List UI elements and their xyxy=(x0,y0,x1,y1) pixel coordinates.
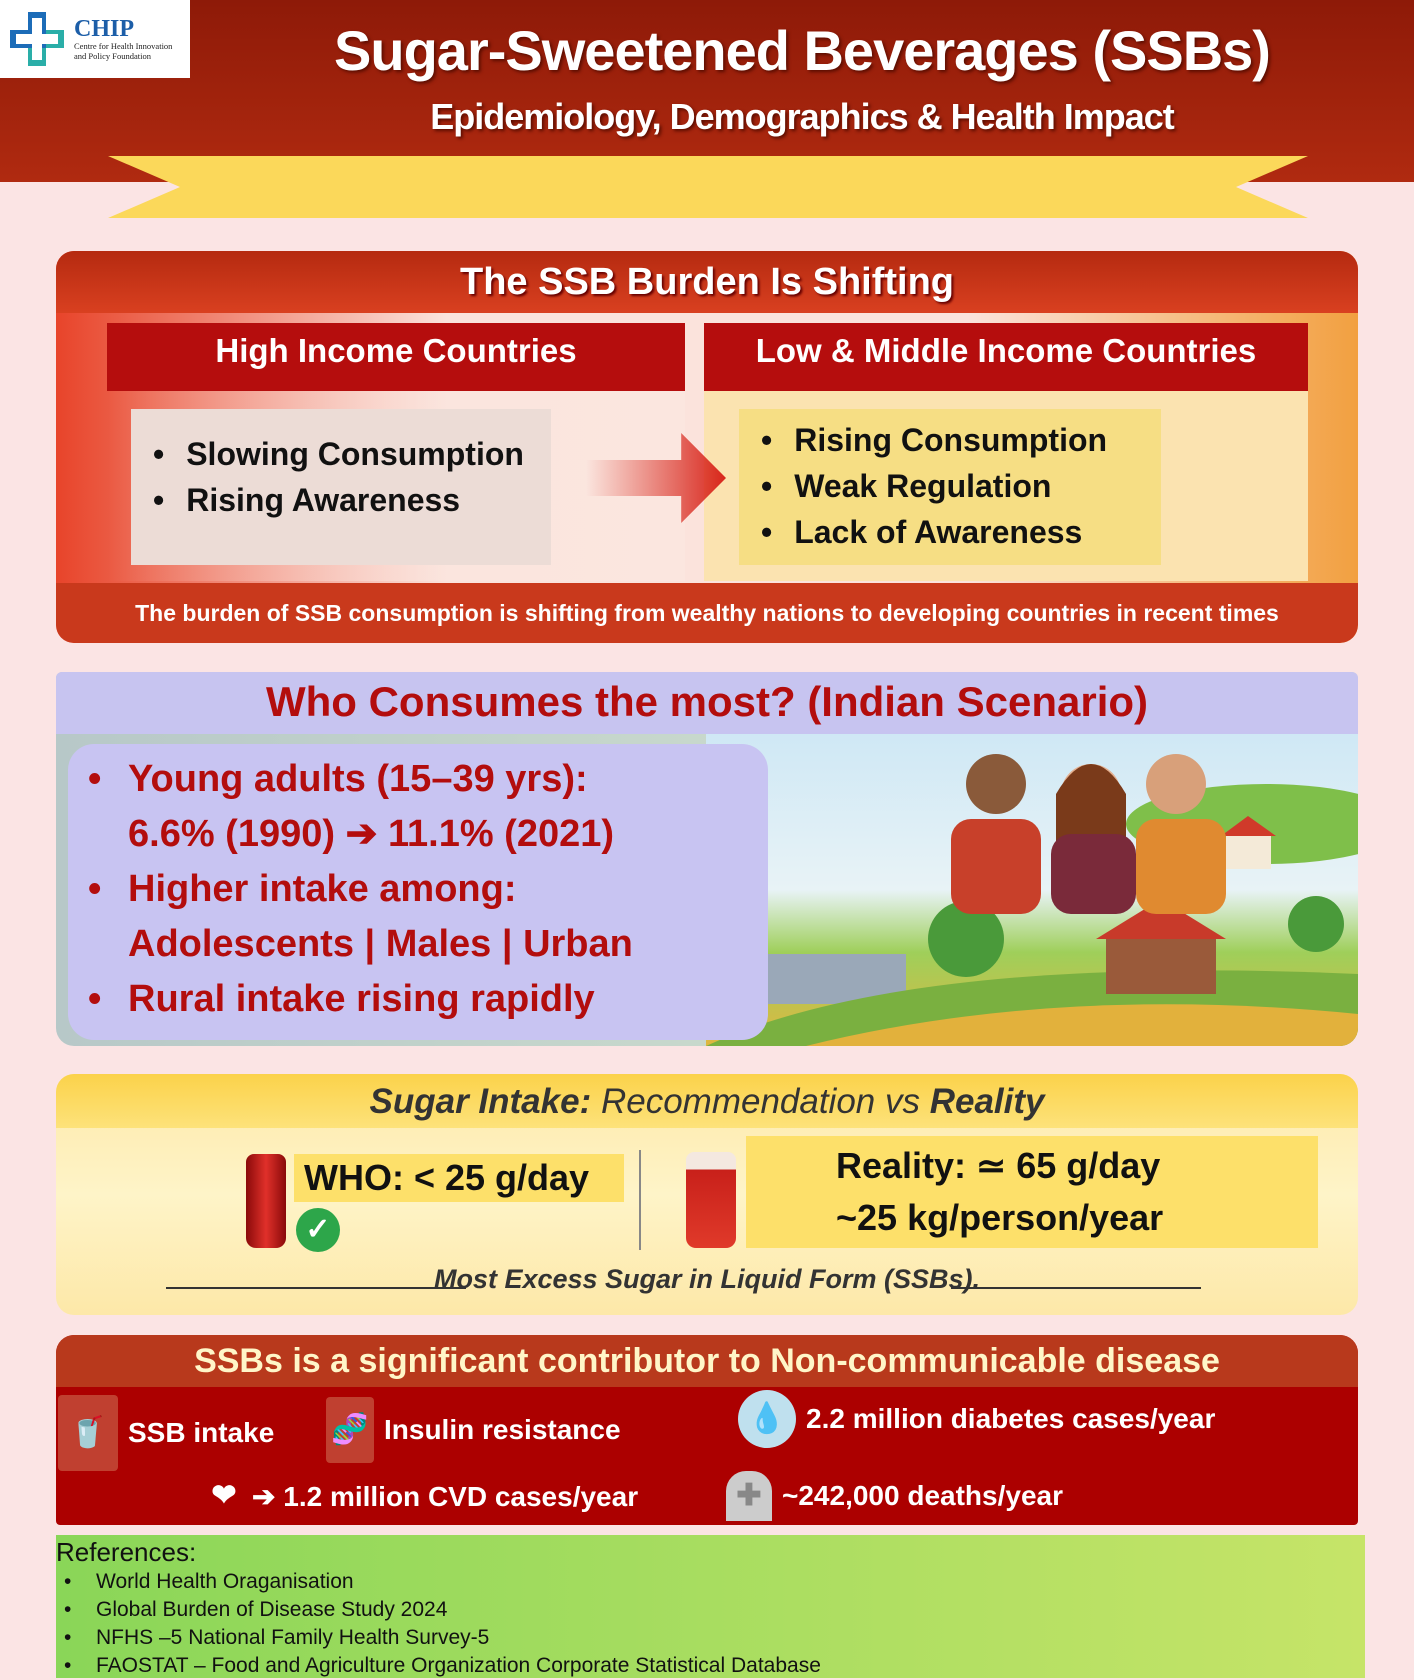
list-item: Rural intake rising rapidly xyxy=(88,972,768,1027)
reference-item: FAOSTAT – Food and Agriculture Organizat… xyxy=(56,1652,1365,1680)
soda-icon: 🥤 xyxy=(58,1395,118,1471)
reference-item: NFHS –5 National Family Health Survey-5 xyxy=(56,1624,1365,1652)
sugar-note: Most Excess Sugar in Liquid Form (SSBs). xyxy=(433,1264,981,1294)
logo-tagline: Centre for Health Innovation xyxy=(74,41,173,51)
list-item-detail: 6.6% (1990) ➔ 11.1% (2021) xyxy=(128,813,615,855)
burden-footer: The burden of SSB consumption is shiftin… xyxy=(56,583,1358,643)
section-title: Sugar Intake: Recommendation vs Reality xyxy=(56,1074,1358,1128)
section-title: Who Consumes the most? (Indian Scenario) xyxy=(56,672,1358,734)
list-item: Rising Consumption xyxy=(761,417,1161,463)
ssb-intake-label: SSB intake xyxy=(128,1417,275,1448)
reality-daily: Reality: ≃ 65 g/day xyxy=(836,1145,1161,1186)
page-subtitle: Epidemiology, Demographics & Health Impa… xyxy=(430,96,1174,137)
chip-logo: CHIP Centre for Health Innovation and Po… xyxy=(0,0,190,78)
references-section: References: World Health Oraganisation G… xyxy=(56,1535,1365,1680)
sugar-intake-section: Sugar Intake: Recommendation vs Reality … xyxy=(56,1074,1358,1315)
lmic-list: Rising Consumption Weak Regulation Lack … xyxy=(739,409,1161,565)
high-income-list: Slowing Consumption Rising Awareness xyxy=(131,409,551,565)
list-item: Slowing Consumption xyxy=(153,431,551,477)
ribbon-banner xyxy=(108,156,1308,218)
soda-bottle-icon xyxy=(246,1154,286,1248)
consumers-section: Who Consumes the most? (Indian Scenario)… xyxy=(56,672,1358,1046)
lmic-heading: Low & Middle Income Countries xyxy=(704,323,1308,391)
reference-item: World Health Oraganisation xyxy=(56,1568,1365,1596)
cvd-stat: ➔ 1.2 million CVD cases/year xyxy=(252,1480,639,1512)
list-item-detail: Adolescents | Males | Urban xyxy=(128,923,633,965)
blood-drop-icon: 💧 xyxy=(738,1390,796,1448)
high-income-heading: High Income Countries xyxy=(107,323,685,391)
references-heading: References: xyxy=(56,1537,197,1567)
list-item: Weak Regulation xyxy=(761,463,1161,509)
who-recommendation: WHO: < 25 g/day xyxy=(294,1154,624,1202)
section-title: SSBs is a significant contributor to Non… xyxy=(56,1335,1358,1387)
reference-item: Global Burden of Disease Study 2024 xyxy=(56,1596,1365,1624)
people-countryside-illustration xyxy=(706,734,1358,1046)
tombstone-icon: ✚ xyxy=(726,1471,772,1521)
burden-shift-section: The SSB Burden Is Shifting High Income C… xyxy=(56,251,1358,643)
header-band xyxy=(0,0,1414,182)
insulin-resistance-label: Insulin resistance xyxy=(384,1414,621,1445)
medical-cross-icon xyxy=(10,12,64,66)
section-title: The SSB Burden Is Shifting xyxy=(56,251,1358,313)
sugar-jar-icon xyxy=(686,1152,736,1248)
dna-icon: 🧬 xyxy=(326,1397,374,1463)
landscape-illustration xyxy=(706,754,1358,1046)
diabetes-stat: 2.2 million diabetes cases/year xyxy=(806,1403,1216,1434)
logo-name: CHIP xyxy=(74,16,134,42)
divider xyxy=(639,1150,641,1250)
checkmark-icon: ✓ xyxy=(296,1208,340,1252)
page-title: Sugar-Sweetened Beverages (SSBs) xyxy=(334,19,1271,82)
deaths-stat: ~242,000 deaths/year xyxy=(782,1480,1063,1511)
reality-yearly: ~25 kg/person/year xyxy=(836,1197,1164,1238)
ncd-section: SSBs is a significant contributor to Non… xyxy=(56,1335,1358,1525)
heart-icon: ❤ xyxy=(211,1479,237,1512)
list-item: Lack of Awareness xyxy=(761,509,1161,555)
list-item: Young adults (15–39 yrs): xyxy=(88,752,768,807)
consumers-list: Young adults (15–39 yrs): 6.6% (1990) ➔ … xyxy=(68,744,768,1040)
list-item: Higher intake among: xyxy=(88,862,768,917)
logo-tagline: and Policy Foundation xyxy=(74,51,151,61)
reality-intake: Reality: ≃ 65 g/day ~25 kg/person/year xyxy=(746,1136,1318,1248)
list-item: Rising Awareness xyxy=(153,477,551,523)
